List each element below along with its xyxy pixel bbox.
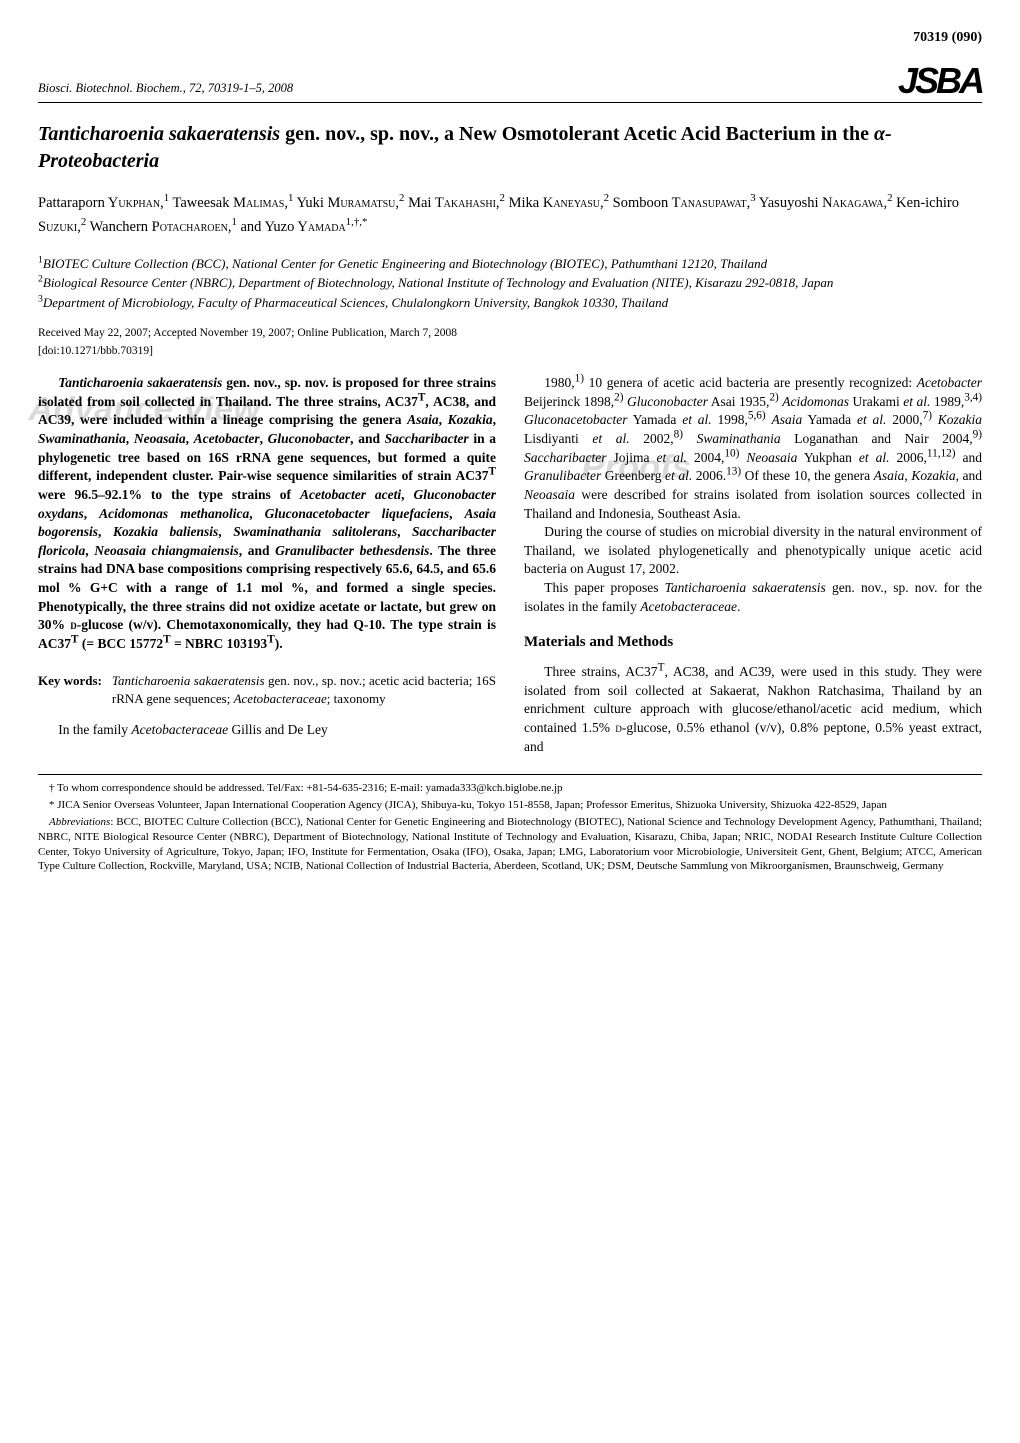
intro-fragment-left: In the family Acetobacteraceae Gillis an… <box>38 721 496 740</box>
authors-list: Pattaraporn Yukphan,1 Taweesak Malimas,1… <box>38 191 982 240</box>
right-column: Proofs 1980,1) 10 genera of acetic acid … <box>524 374 982 756</box>
footnote-rule <box>38 774 982 775</box>
body-para-2: During the course of studies on microbia… <box>524 523 982 579</box>
page-header: 70319 (090) <box>38 28 982 47</box>
header-rule <box>38 102 982 103</box>
footnotes: † To whom correspondence should be addre… <box>38 781 982 874</box>
footnote-abbreviations: Abbreviations: BCC, BIOTEC Culture Colle… <box>38 815 982 874</box>
abstract: Tanticharoenia sakaeratensis gen. nov., … <box>38 374 496 653</box>
keywords-text: Tanticharoenia sakaeratensis gen. nov., … <box>112 672 496 708</box>
body-para-1: 1980,1) 10 genera of acetic acid bacteri… <box>524 374 982 523</box>
two-column-body: Advance View Tanticharoenia sakaeratensi… <box>38 374 982 756</box>
footnote-corresponding: † To whom correspondence should be addre… <box>38 781 982 796</box>
doi-line: [doi:10.1271/bbb.70319] <box>38 344 982 360</box>
abstract-text: Tanticharoenia sakaeratensis gen. nov., … <box>38 374 496 653</box>
journal-citation: Biosci. Biotechnol. Biochem., 72, 70319-… <box>38 80 293 97</box>
affiliations: 1BIOTEC Culture Collection (BCC), Nation… <box>38 254 982 313</box>
publisher-logo: JSBA <box>898 65 982 97</box>
received-dates: Received May 22, 2007; Accepted November… <box>38 326 982 342</box>
body-para-4: Three strains, AC37T, AC38, and AC39, we… <box>524 663 982 756</box>
footnote-jica: * JICA Senior Overseas Volunteer, Japan … <box>38 798 982 813</box>
journal-row: Biosci. Biotechnol. Biochem., 72, 70319-… <box>38 65 982 97</box>
keywords-label: Key words: <box>38 672 112 708</box>
body-para-3: This paper proposes Tanticharoenia sakae… <box>524 579 982 616</box>
keywords-block: Key words: Tanticharoenia sakaeratensis … <box>38 672 496 708</box>
article-title: Tanticharoenia sakaeratensis gen. nov., … <box>38 121 982 175</box>
left-column: Advance View Tanticharoenia sakaeratensi… <box>38 374 496 756</box>
section-heading-materials: Materials and Methods <box>524 632 982 653</box>
